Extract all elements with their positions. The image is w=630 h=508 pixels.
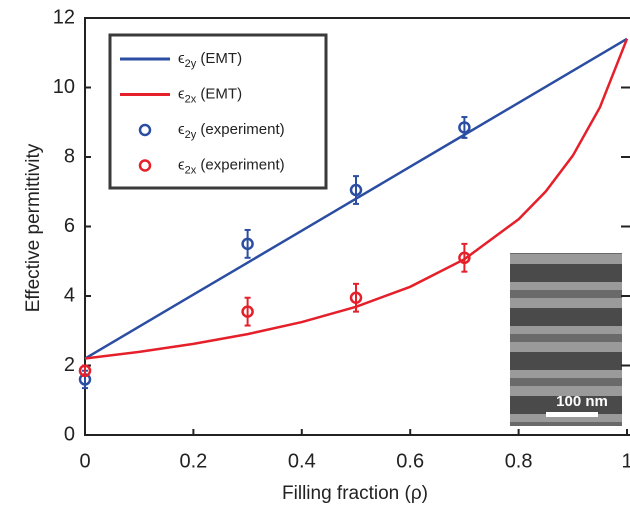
data-point — [458, 121, 471, 134]
legend-swatch — [138, 123, 152, 137]
legend-label: ϵ2y (EMT) — [178, 50, 242, 70]
data-point — [241, 305, 254, 318]
y-tick-label: 2 — [64, 354, 75, 376]
x-tick-label: 1 — [621, 450, 630, 472]
legend: ϵ2y (EMT) ϵ2x (EMT) ϵ2y (experiment) ϵ2x (e… — [108, 33, 328, 190]
legend-label: ϵ2y (experiment) — [178, 121, 285, 141]
emt-line — [84, 37, 628, 360]
x-tick-label: 0.8 — [505, 450, 533, 472]
y-axis-label: Effective permittivity — [23, 143, 44, 312]
data-point — [78, 364, 92, 377]
inset-image: 100 nm — [510, 253, 622, 426]
legend-label: ϵ2x (EMT) — [178, 85, 242, 105]
emt-line — [84, 38, 629, 360]
data-point — [349, 291, 363, 304]
data-point — [241, 237, 254, 251]
y-tick-label: 12 — [53, 6, 75, 28]
y-tick-label: 0 — [64, 423, 75, 445]
data-point — [349, 183, 363, 197]
legend-label: ϵ2x (experiment) — [178, 156, 285, 176]
y-tick-label: 10 — [53, 76, 75, 98]
x-tick-label: 0.4 — [288, 450, 316, 472]
x-tick-label: 0.2 — [179, 450, 207, 472]
x-axis-label: Filling fraction (ρ) — [282, 483, 428, 504]
data-point — [458, 251, 471, 265]
inset-scale-label: 100 nm — [556, 393, 608, 410]
y-tick-label: 4 — [64, 284, 75, 306]
x-tick-label: 0 — [79, 450, 90, 472]
y-tick-label: 8 — [64, 145, 75, 167]
x-tick-label: 0.6 — [396, 450, 424, 472]
y-tick-label: 6 — [64, 215, 75, 237]
legend-swatch — [138, 159, 152, 172]
